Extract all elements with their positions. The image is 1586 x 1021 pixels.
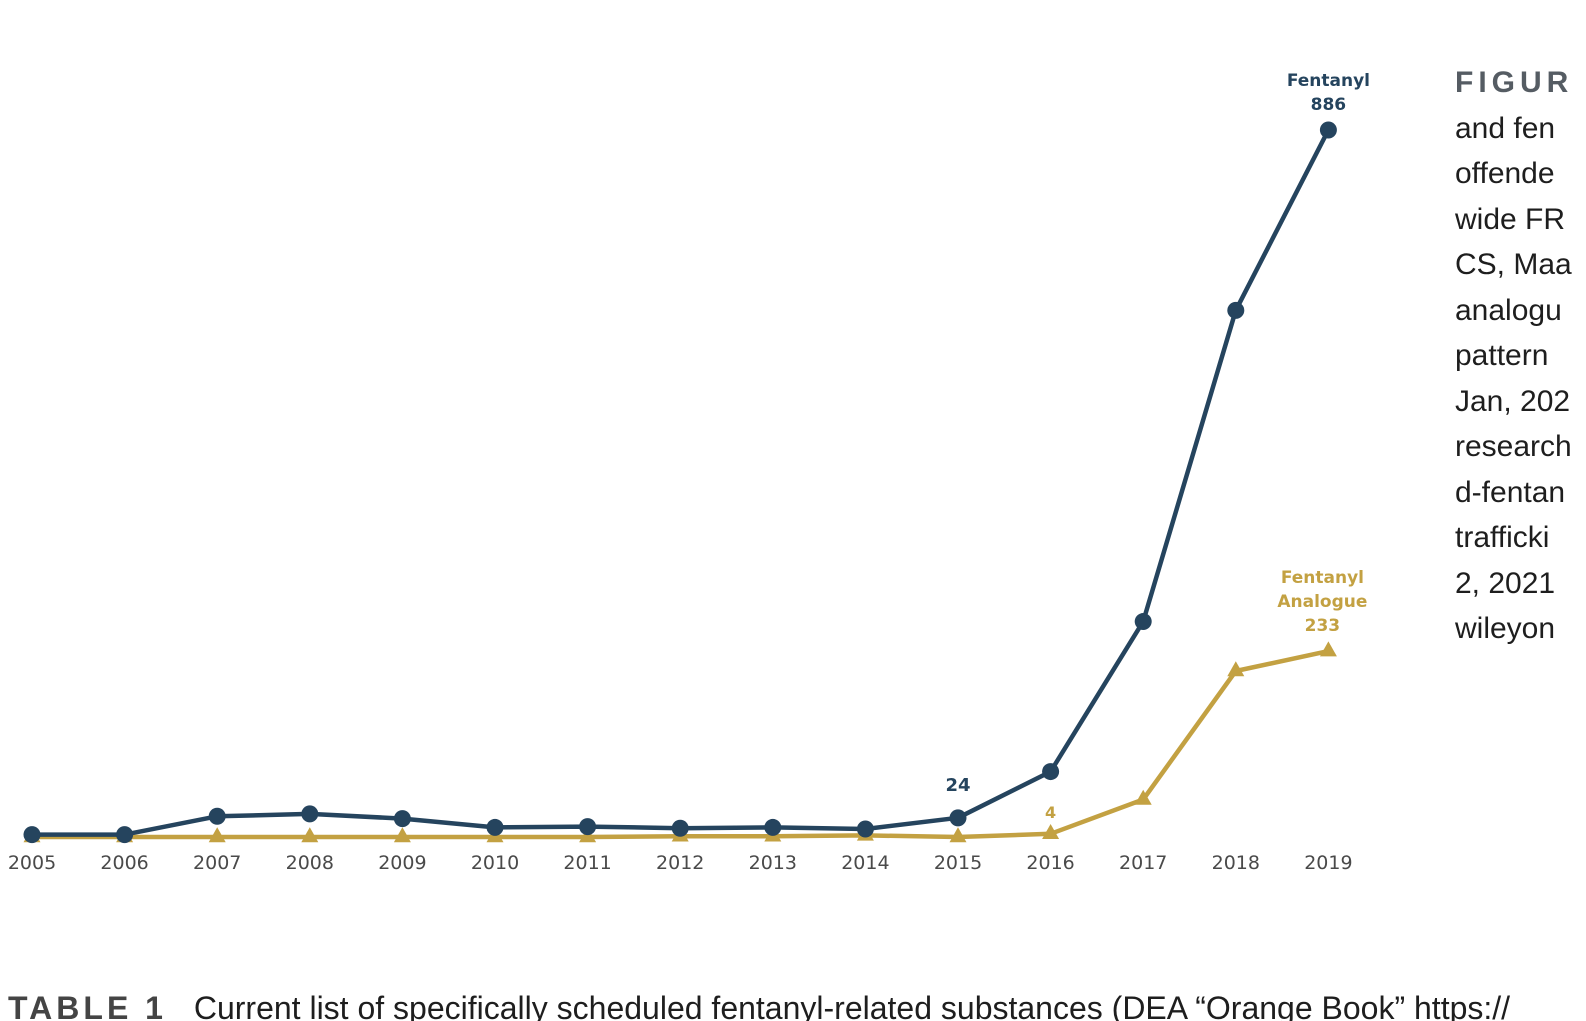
x-tick-label: 2009 xyxy=(378,852,426,874)
x-tick-label: 2013 xyxy=(749,852,797,874)
series-line xyxy=(29,648,1331,840)
x-tick-label: 2014 xyxy=(841,852,889,874)
data-point xyxy=(671,819,689,837)
x-tick-label: 2019 xyxy=(1304,852,1352,874)
table-label: TABLE 1 xyxy=(8,990,167,1021)
caption-line: offende xyxy=(1455,157,1555,190)
table-title: Current list of specifically scheduled f… xyxy=(193,990,1511,1021)
data-point xyxy=(1319,641,1337,657)
series-end-label: 886 xyxy=(1311,95,1347,115)
x-tick-label: 2008 xyxy=(286,852,334,874)
caption-line: analogu xyxy=(1455,293,1562,327)
data-point xyxy=(856,820,874,838)
data-point xyxy=(486,818,504,836)
table-heading: TABLE 1 Current list of specifically sch… xyxy=(8,990,1586,1021)
series-end-label: 233 xyxy=(1305,616,1341,636)
data-point xyxy=(23,826,41,844)
x-tick-label: 2011 xyxy=(563,852,611,874)
x-tick-label: 2007 xyxy=(193,852,241,874)
series-end-labels: Fentanyl 886 Fentanyl Analogue 233 xyxy=(1277,71,1370,636)
caption-line: wileyon xyxy=(1455,612,1556,645)
data-point xyxy=(116,826,134,844)
data-point xyxy=(1134,613,1152,631)
series-lines xyxy=(29,127,1331,840)
caption-line: trafficki xyxy=(1455,521,1550,554)
x-tick-label: 2010 xyxy=(471,852,519,874)
x-axis-tick-labels: 2005 2006 2007 2008 2009 2010 2011 2012 2013 2014… xyxy=(8,852,1353,874)
data-point xyxy=(949,827,967,843)
caption-line: wide FR xyxy=(1455,202,1566,236)
series-markers xyxy=(23,121,1337,844)
data-point xyxy=(301,827,319,843)
x-tick-label: 2012 xyxy=(656,852,704,874)
caption-line: and fen xyxy=(1455,111,1556,145)
series-end-label: Fentanyl xyxy=(1287,71,1370,91)
data-point xyxy=(949,809,967,827)
data-point xyxy=(393,810,411,828)
data-point xyxy=(579,818,597,836)
series-end-label: Analogue xyxy=(1277,592,1367,612)
data-point xyxy=(1227,661,1245,677)
x-tick-label: 2015 xyxy=(934,852,982,874)
data-point xyxy=(1042,824,1060,840)
data-point xyxy=(1134,789,1152,805)
data-point xyxy=(301,805,319,823)
line-chart: 2005 2006 2007 2008 2009 2010 2011 2012 2013 2014… xyxy=(8,71,1370,874)
x-tick-label: 2016 xyxy=(1026,852,1074,874)
caption-heading: FIGUR xyxy=(1455,66,1574,99)
data-point xyxy=(764,818,782,836)
data-label: 24 xyxy=(945,775,970,796)
x-tick-label: 2006 xyxy=(100,852,148,874)
figure-caption: FIGUR and fen offende wide FR CS, Maa an… xyxy=(1455,60,1586,660)
x-tick-label: 2005 xyxy=(8,852,56,874)
data-labels: 24 4 xyxy=(945,775,1056,822)
caption-line: 2, 2021 xyxy=(1455,566,1556,600)
caption-line: research xyxy=(1455,430,1572,463)
data-point xyxy=(1319,121,1337,139)
data-label: 4 xyxy=(1045,803,1056,822)
caption-line: pattern xyxy=(1455,339,1549,372)
data-point xyxy=(1227,301,1245,319)
data-point xyxy=(208,827,226,843)
data-point xyxy=(208,807,226,825)
x-tick-label: 2017 xyxy=(1119,852,1167,874)
series-line xyxy=(29,127,1331,837)
series-end-label: Fentanyl xyxy=(1281,568,1364,588)
caption-line: d-fentan xyxy=(1455,475,1566,509)
data-point xyxy=(1042,763,1060,781)
x-tick-label: 2018 xyxy=(1212,852,1260,874)
caption-line: CS, Maa xyxy=(1455,248,1572,281)
caption-line: Jan, 202 xyxy=(1455,384,1571,418)
data-point xyxy=(393,827,411,843)
